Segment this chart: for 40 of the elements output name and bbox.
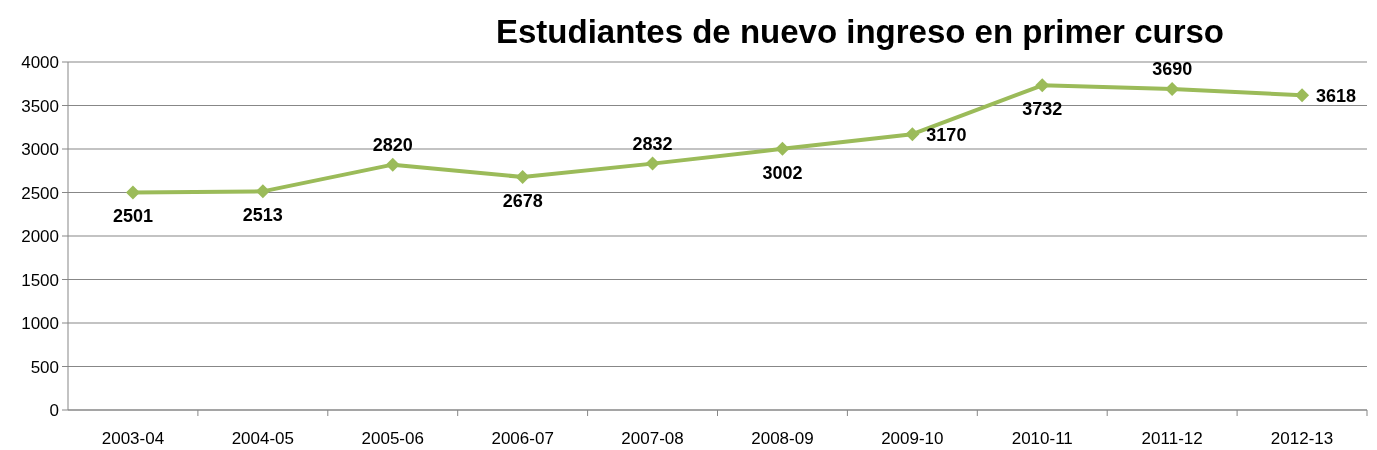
x-tick-label: 2003-04 [101,429,165,448]
y-tick-label: 500 [30,357,59,377]
x-tick-label: 2004-05 [231,429,295,448]
chart-title: Estudiantes de nuevo ingreso en primer curso [495,13,1225,50]
data-label: 3618 [1316,86,1357,107]
point [255,184,270,199]
data-label: 2501 [112,206,153,227]
point [125,185,140,200]
point [515,170,530,185]
point [905,127,920,142]
point [385,157,400,172]
x-tick-label: 2006-07 [491,429,554,448]
point [1035,78,1050,93]
data-label: 3170 [926,125,967,146]
data-label: 3002 [762,162,803,183]
point [775,141,790,156]
y-tick-label: 0 [49,401,59,420]
data-label: 2678 [502,191,543,212]
data-label: 2513 [242,205,283,226]
x-tick-label: 2009-10 [881,429,944,448]
data-label: 3732 [1022,99,1063,120]
x-tick-label: 2005-06 [361,429,424,448]
x-tick-label: 2007-08 [621,429,684,448]
y-tick-label: 4000 [21,53,59,72]
x-tick-label: 2008-09 [751,429,814,448]
point [1165,81,1180,96]
data-label: 2832 [632,133,673,154]
y-tick-label: 2000 [21,227,59,246]
y-tick-label: 3500 [21,96,59,116]
data-label: 2820 [372,134,413,155]
y-tick-label: 1500 [21,270,59,290]
x-tick-label: 2012-13 [1270,429,1334,448]
x-tick-label: 2011-12 [1141,429,1203,448]
point [645,156,660,171]
data-label: 3690 [1152,58,1193,79]
point [1295,88,1310,103]
y-tick-label: 3000 [21,140,59,159]
x-tick-label: 2010-11 [1011,429,1073,448]
y-tick-label: 2500 [21,183,59,203]
y-tick-label: 1000 [21,314,59,333]
